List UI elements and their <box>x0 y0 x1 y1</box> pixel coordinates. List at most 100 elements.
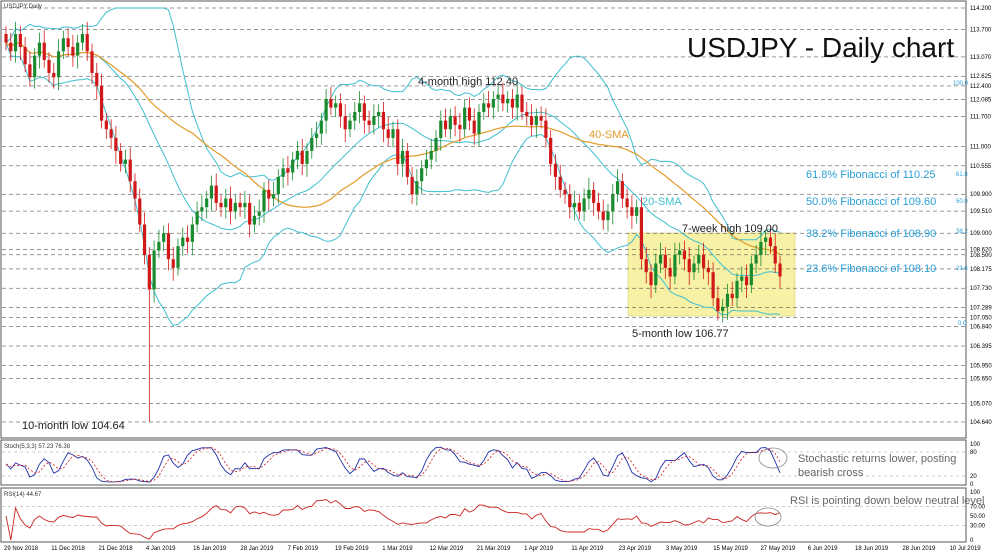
candle-body <box>568 194 572 208</box>
candle-body <box>400 150 405 164</box>
candle-body <box>482 103 486 112</box>
candle-body <box>28 64 32 78</box>
candle-body <box>109 129 113 138</box>
date-tick-label: 16 Jan 2019 <box>193 546 227 552</box>
candle-body <box>415 181 419 195</box>
price-tick-label: 112.085 <box>970 98 992 104</box>
price-tick-label: 106.395 <box>970 344 992 350</box>
candle-body <box>9 42 13 52</box>
candle-body <box>209 185 214 199</box>
fib-50-small: 50.0 <box>956 199 968 205</box>
price-tick-label: 107.730 <box>970 286 992 292</box>
candle-body <box>606 211 610 221</box>
candle-body <box>439 120 443 138</box>
candle-body <box>463 107 467 130</box>
candle-body <box>262 189 266 212</box>
candle-body <box>291 159 295 173</box>
candle-body <box>391 129 395 138</box>
candle-body <box>228 198 233 212</box>
candle-body <box>496 94 500 99</box>
date-tick-label: 7 Feb 2019 <box>288 546 319 552</box>
candle-body <box>506 98 510 104</box>
candle-body <box>47 59 51 73</box>
candle-body <box>348 120 352 130</box>
candle-body <box>396 129 400 164</box>
candle-body <box>147 254 151 290</box>
candle-body <box>587 189 591 199</box>
candle-body <box>510 98 515 108</box>
candle-body <box>639 207 644 260</box>
stoch-tick-label: 80 <box>970 450 977 456</box>
candle-body <box>319 120 323 134</box>
price-tick-label: 105.950 <box>970 363 992 369</box>
candle-body <box>157 241 161 251</box>
fib-236-small: 23.6 <box>956 266 968 272</box>
candle-body <box>367 120 371 125</box>
price-tick-label: 109.510 <box>970 209 992 215</box>
fib-382-label: 38.2% Fibonacci of 108.90 <box>806 228 936 240</box>
date-tick-label: 12 Mar 2019 <box>430 546 464 552</box>
candle-body <box>486 103 491 108</box>
candle-body <box>353 111 357 121</box>
price-axis: 114.200 113.700 113.070 112.625 112.400 112.0… <box>970 6 992 426</box>
upper-band <box>5 7 781 241</box>
candle-body <box>276 176 280 195</box>
candle-body <box>176 246 180 268</box>
candle-body <box>592 189 596 203</box>
date-tick-label: 10 Jul 2019 <box>950 546 982 552</box>
candle-body <box>701 254 706 268</box>
candle-body <box>95 72 99 86</box>
candle-body <box>735 280 739 299</box>
candle-body <box>663 254 667 268</box>
fib-618-small: 61.8 <box>956 172 968 178</box>
fib-100-small: 100.0 <box>953 81 969 87</box>
candle-body <box>181 237 185 247</box>
candle-body <box>138 198 142 225</box>
candle-body <box>434 137 438 151</box>
candle-body <box>357 103 362 112</box>
candlesticks <box>4 21 782 422</box>
candle-body <box>658 254 663 264</box>
main-panel-frame <box>0 0 967 439</box>
date-tick-label: 27 May 2019 <box>760 546 795 552</box>
fib-236-label: 23.6% Fibonacci of 108.10 <box>806 263 936 275</box>
candle-body <box>572 202 577 208</box>
date-tick-label: 21 Mar 2019 <box>477 546 511 552</box>
candle-body <box>152 250 156 290</box>
candle-body <box>472 120 476 134</box>
stoch-note-line2: bearish cross <box>798 467 864 479</box>
annotation-5m-low: 5-month low 106.77 <box>632 328 729 340</box>
candle-body <box>697 254 701 264</box>
candle-body <box>133 181 137 199</box>
candle-body <box>372 116 376 125</box>
candle-body <box>692 263 696 273</box>
rsi-line <box>2 499 965 541</box>
candle-body <box>33 55 37 78</box>
candle-body <box>773 246 777 264</box>
candle-body <box>305 150 309 164</box>
candle-body <box>18 33 22 47</box>
candle-body <box>104 120 108 130</box>
candle-body <box>448 116 452 130</box>
candle-body <box>142 224 147 255</box>
candle-body <box>611 194 615 212</box>
candle-body <box>252 215 257 225</box>
date-tick-label: 28 Jun 2019 <box>902 546 936 552</box>
stoch-tick-label: 100 <box>970 442 981 448</box>
candle-body <box>386 129 390 138</box>
candle-body <box>205 198 209 208</box>
candle-body <box>281 168 285 177</box>
candle-body <box>491 98 495 108</box>
candle-body <box>740 276 744 281</box>
candle-body <box>453 116 457 125</box>
candle-body <box>61 38 65 52</box>
date-tick-label: 15 May 2019 <box>713 546 748 552</box>
stochastic-lines <box>2 446 965 483</box>
candle-body <box>214 185 218 203</box>
candle-body <box>601 211 605 221</box>
candle-body <box>549 137 553 164</box>
rsi-tick-label: 70.00 <box>970 504 986 510</box>
candle-body <box>80 33 85 43</box>
candle-body <box>52 72 56 78</box>
